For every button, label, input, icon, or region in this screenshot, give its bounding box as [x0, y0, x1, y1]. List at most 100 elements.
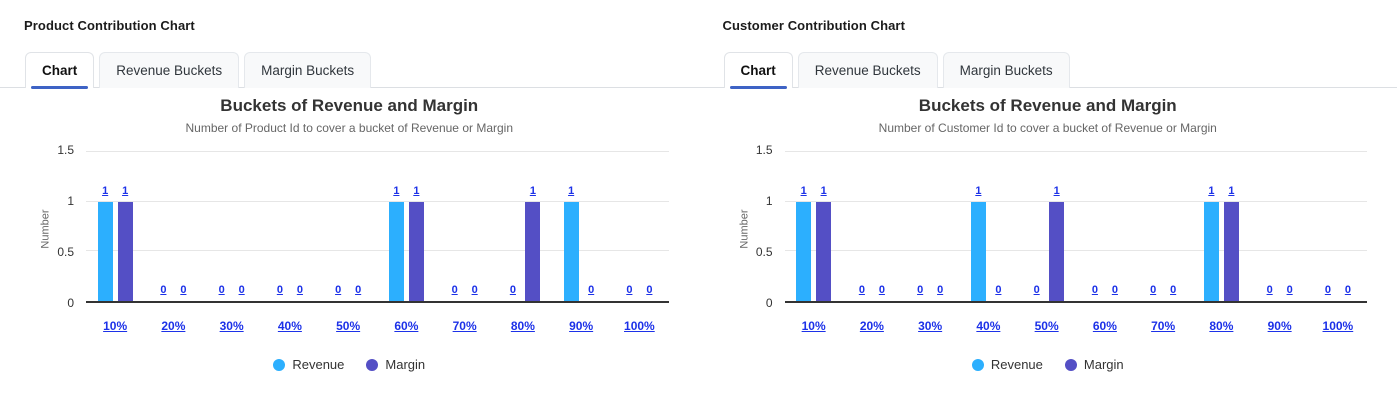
x-axis-label-20%[interactable]: 20%: [161, 319, 186, 333]
x-axis-label-60%[interactable]: 60%: [394, 319, 419, 333]
data-label-margin-80%[interactable]: 1: [1228, 184, 1235, 197]
bar-revenue-80%[interactable]: [1203, 201, 1219, 301]
legend-item-revenue[interactable]: Revenue: [971, 357, 1043, 372]
data-label-margin-30%[interactable]: 0: [238, 284, 245, 296]
x-axis-label-50%[interactable]: 50%: [336, 319, 361, 333]
legend-item-margin[interactable]: Margin: [366, 357, 425, 372]
data-label-revenue-100%[interactable]: 0: [626, 284, 633, 296]
data-label-margin-90%[interactable]: 0: [1286, 284, 1293, 296]
data-label-revenue-60%[interactable]: 1: [393, 184, 400, 197]
panel-heading-product: Product Contribution Chart: [24, 18, 195, 33]
x-axis-label-40%[interactable]: 40%: [277, 319, 302, 333]
tab-revenue-buckets[interactable]: Revenue Buckets: [99, 52, 240, 88]
data-label-revenue-50%[interactable]: 0: [335, 284, 342, 296]
tab-chart[interactable]: Chart: [723, 52, 793, 89]
x-axis-label-100%[interactable]: 100%: [624, 319, 655, 333]
data-label-revenue-10%[interactable]: 1: [102, 184, 109, 197]
x-axis-label-100%[interactable]: 100%: [1322, 319, 1354, 333]
tab-revenue-buckets[interactable]: Revenue Buckets: [797, 52, 938, 88]
data-label-margin-50%[interactable]: 0: [355, 284, 362, 296]
data-label-revenue-50%[interactable]: 0: [1033, 284, 1040, 296]
x-axis-label-80%[interactable]: 80%: [510, 319, 535, 333]
data-label-revenue-20%[interactable]: 0: [858, 284, 865, 296]
bar-margin-10%[interactable]: [117, 201, 133, 301]
bar-slot-revenue: 0: [1262, 152, 1277, 301]
bar-margin-10%[interactable]: [816, 201, 832, 301]
data-label-margin-20%[interactable]: 0: [878, 284, 885, 296]
x-axis-label-50%[interactable]: 50%: [1034, 319, 1059, 333]
data-label-margin-100%[interactable]: 0: [646, 284, 653, 296]
data-label-revenue-70%[interactable]: 0: [1150, 284, 1157, 296]
data-label-revenue-30%[interactable]: 0: [218, 284, 225, 296]
data-label-margin-30%[interactable]: 0: [937, 284, 944, 296]
data-label-revenue-70%[interactable]: 0: [451, 284, 458, 296]
data-label-revenue-60%[interactable]: 0: [1091, 284, 1098, 296]
data-label-revenue-40%[interactable]: 1: [975, 184, 982, 197]
bar-margin-50%[interactable]: [1049, 201, 1065, 301]
x-axis-label-30%[interactable]: 30%: [219, 319, 244, 333]
data-label-margin-70%[interactable]: 0: [471, 284, 478, 296]
x-axis-label-20%[interactable]: 20%: [859, 319, 884, 333]
data-label-margin-20%[interactable]: 0: [180, 284, 187, 296]
data-label-revenue-80%[interactable]: 1: [1208, 184, 1215, 197]
bar-margin-80%[interactable]: [1223, 201, 1239, 301]
tab-margin-buckets[interactable]: Margin Buckets: [942, 52, 1070, 88]
x-axis-label-90%[interactable]: 90%: [1267, 319, 1292, 333]
bar-slot-revenue: 0: [1087, 152, 1102, 301]
bar-slot-revenue: 0: [272, 152, 287, 301]
data-label-margin-60%[interactable]: 1: [413, 184, 420, 197]
x-axis-label-70%[interactable]: 70%: [1151, 319, 1176, 333]
tab-margin-buckets[interactable]: Margin Buckets: [244, 52, 372, 88]
bar-margin-80%[interactable]: [525, 201, 541, 301]
x-label-cell: 30%: [901, 317, 959, 335]
tab-label: Chart: [42, 63, 78, 78]
bar-revenue-60%[interactable]: [388, 201, 404, 301]
x-axis-label-80%[interactable]: 80%: [1209, 319, 1234, 333]
data-label-margin-60%[interactable]: 0: [1111, 284, 1118, 296]
data-label-revenue-90%[interactable]: 0: [1266, 284, 1273, 296]
x-axis-label-10%[interactable]: 10%: [801, 319, 826, 333]
bar-revenue-90%[interactable]: [563, 201, 579, 301]
bar-revenue-40%[interactable]: [970, 201, 986, 301]
data-label-revenue-40%[interactable]: 0: [276, 284, 283, 296]
x-axis-label-60%[interactable]: 60%: [1092, 319, 1117, 333]
legend-item-margin[interactable]: Margin: [1064, 357, 1124, 372]
x-axis-label-90%[interactable]: 90%: [569, 319, 594, 333]
data-label-revenue-10%[interactable]: 1: [800, 184, 807, 197]
bar-revenue-10%[interactable]: [796, 201, 812, 301]
data-label-margin-50%[interactable]: 1: [1053, 184, 1060, 197]
data-label-margin-40%[interactable]: 0: [296, 284, 303, 296]
data-label-margin-40%[interactable]: 0: [995, 284, 1002, 296]
bar-revenue-10%[interactable]: [97, 201, 113, 301]
data-label-revenue-100%[interactable]: 0: [1324, 284, 1331, 296]
bar-margin-60%[interactable]: [408, 201, 424, 301]
x-axis-label-10%[interactable]: 10%: [103, 319, 128, 333]
buckets-chart-customer: Buckets of Revenue and Margin Number of …: [699, 96, 1397, 372]
tab-chart[interactable]: Chart: [25, 52, 95, 89]
data-label-margin-10%[interactable]: 1: [122, 184, 129, 197]
data-label-margin-10%[interactable]: 1: [820, 184, 827, 197]
data-label-margin-80%[interactable]: 1: [529, 184, 536, 197]
data-label-margin-70%[interactable]: 0: [1170, 284, 1177, 296]
x-axis-label-40%[interactable]: 40%: [976, 319, 1001, 333]
data-label-revenue-90%[interactable]: 1: [568, 184, 575, 197]
data-label-revenue-30%[interactable]: 0: [917, 284, 924, 296]
legend-label: Margin: [1083, 357, 1124, 372]
data-label-margin-90%[interactable]: 0: [588, 284, 595, 296]
data-label-revenue-20%[interactable]: 0: [160, 284, 167, 296]
x-axis-label-30%[interactable]: 30%: [918, 319, 943, 333]
legend-item-revenue[interactable]: Revenue: [273, 357, 344, 372]
x-axis-label-70%[interactable]: 70%: [452, 319, 477, 333]
data-label-margin-100%[interactable]: 0: [1344, 284, 1351, 296]
data-label-revenue-80%[interactable]: 0: [509, 284, 516, 296]
